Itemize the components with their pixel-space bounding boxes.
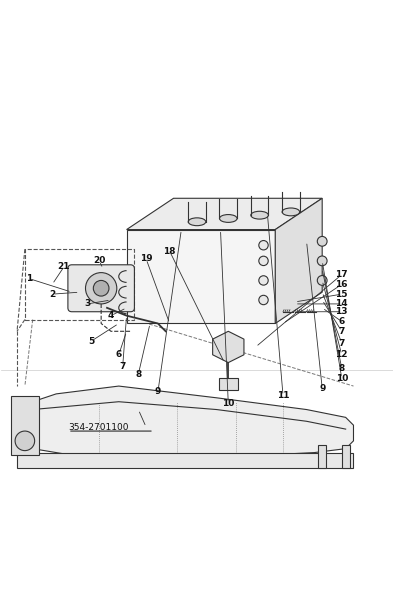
Text: 17: 17: [335, 270, 348, 279]
Circle shape: [15, 431, 35, 451]
Circle shape: [259, 256, 268, 266]
Ellipse shape: [317, 275, 327, 286]
FancyBboxPatch shape: [126, 230, 275, 323]
Polygon shape: [126, 198, 322, 230]
Text: 15: 15: [336, 290, 348, 299]
Text: 10: 10: [222, 399, 234, 408]
Text: 6: 6: [115, 350, 122, 359]
Text: 20: 20: [93, 256, 105, 265]
Ellipse shape: [282, 208, 300, 216]
Text: 5: 5: [88, 337, 95, 346]
Text: 4: 4: [108, 311, 114, 320]
Circle shape: [259, 241, 268, 250]
Ellipse shape: [219, 215, 237, 223]
Circle shape: [85, 272, 117, 304]
Polygon shape: [275, 198, 322, 323]
Text: 14: 14: [335, 299, 348, 308]
FancyBboxPatch shape: [68, 265, 134, 312]
Text: 6: 6: [338, 317, 345, 326]
FancyBboxPatch shape: [219, 378, 238, 390]
FancyBboxPatch shape: [17, 452, 353, 468]
Text: 13: 13: [336, 307, 348, 316]
FancyBboxPatch shape: [342, 445, 349, 468]
Text: 7: 7: [338, 338, 345, 347]
Text: 3: 3: [84, 299, 91, 308]
Text: 8: 8: [135, 370, 141, 379]
Circle shape: [93, 280, 109, 296]
Text: 12: 12: [336, 350, 348, 359]
Text: 2: 2: [49, 290, 56, 299]
Text: 10: 10: [336, 374, 348, 383]
Polygon shape: [17, 386, 353, 457]
Polygon shape: [213, 331, 244, 362]
Text: 9: 9: [155, 388, 161, 397]
Text: 19: 19: [140, 254, 152, 263]
Text: 8: 8: [338, 364, 345, 373]
Text: OAT: OAT: [139, 227, 255, 279]
Circle shape: [259, 276, 268, 285]
Text: 7: 7: [338, 327, 345, 336]
Ellipse shape: [317, 256, 327, 266]
Text: 16: 16: [336, 280, 348, 289]
Ellipse shape: [317, 236, 327, 246]
Ellipse shape: [251, 211, 268, 219]
FancyBboxPatch shape: [11, 396, 39, 455]
Text: 11: 11: [277, 391, 289, 400]
Ellipse shape: [188, 218, 206, 226]
Text: 18: 18: [164, 247, 176, 256]
Text: 7: 7: [119, 362, 126, 371]
FancyBboxPatch shape: [318, 445, 326, 468]
Text: 1: 1: [26, 274, 32, 283]
Circle shape: [259, 295, 268, 305]
Text: 354-2701100: 354-2701100: [68, 422, 128, 431]
Text: 21: 21: [58, 262, 70, 271]
Text: 9: 9: [319, 383, 325, 392]
